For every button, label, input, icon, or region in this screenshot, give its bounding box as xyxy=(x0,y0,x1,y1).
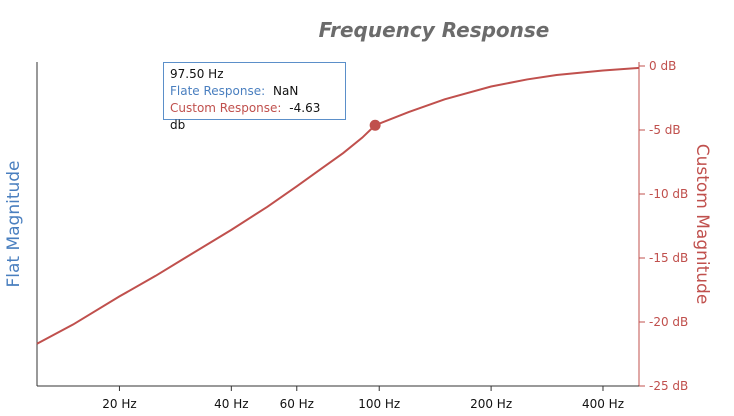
right-axis-title: Custom Magnitude xyxy=(692,144,712,305)
tooltip-custom-label: Custom Response: xyxy=(170,101,282,115)
y-tick-label: -15 dB xyxy=(649,251,688,265)
tooltip-flat-value: NaN xyxy=(273,84,299,98)
y-tick-label: -20 dB xyxy=(649,315,688,329)
tooltip-header: 97.50 Hz xyxy=(170,67,224,81)
tooltip-row-flat: Flate Response: NaN xyxy=(170,83,339,100)
x-tick-label: 20 Hz xyxy=(102,397,136,411)
x-tick-label: 400 Hz xyxy=(582,397,624,411)
y-tick-label: 0 dB xyxy=(649,59,676,73)
custom-response-line xyxy=(36,66,640,345)
custom-response-hover-point[interactable] xyxy=(369,119,381,131)
tooltip-flat-label: Flate Response: xyxy=(170,84,266,98)
x-tick-label: 40 Hz xyxy=(214,397,248,411)
axes xyxy=(36,62,640,387)
left-axis-title: Flat Magnitude xyxy=(4,160,24,287)
x-tick-label: 200 Hz xyxy=(470,397,512,411)
right-y-axis-ticks: 0 dB -5 dB -10 dB -15 dB -20 dB -25 dB xyxy=(639,59,688,393)
tooltip-custom-value: -4.63 db xyxy=(170,101,321,132)
y-tick-label: -10 dB xyxy=(649,187,688,201)
chart-title: Frequency Response xyxy=(319,18,550,42)
x-tick-label: 100 Hz xyxy=(358,397,400,411)
x-axis-ticks: 20 Hz 40 Hz 60 Hz 100 Hz 200 Hz 400 Hz xyxy=(102,386,624,411)
tooltip: 97.50 Hz Flate Response: NaN Custom Resp… xyxy=(163,62,346,132)
x-tick-label: 60 Hz xyxy=(280,397,314,411)
y-tick-label: -5 dB xyxy=(649,123,681,137)
tooltip-row-custom: Custom Response: -4.63 db xyxy=(170,100,339,134)
y-tick-label: -25 dB xyxy=(649,379,688,393)
